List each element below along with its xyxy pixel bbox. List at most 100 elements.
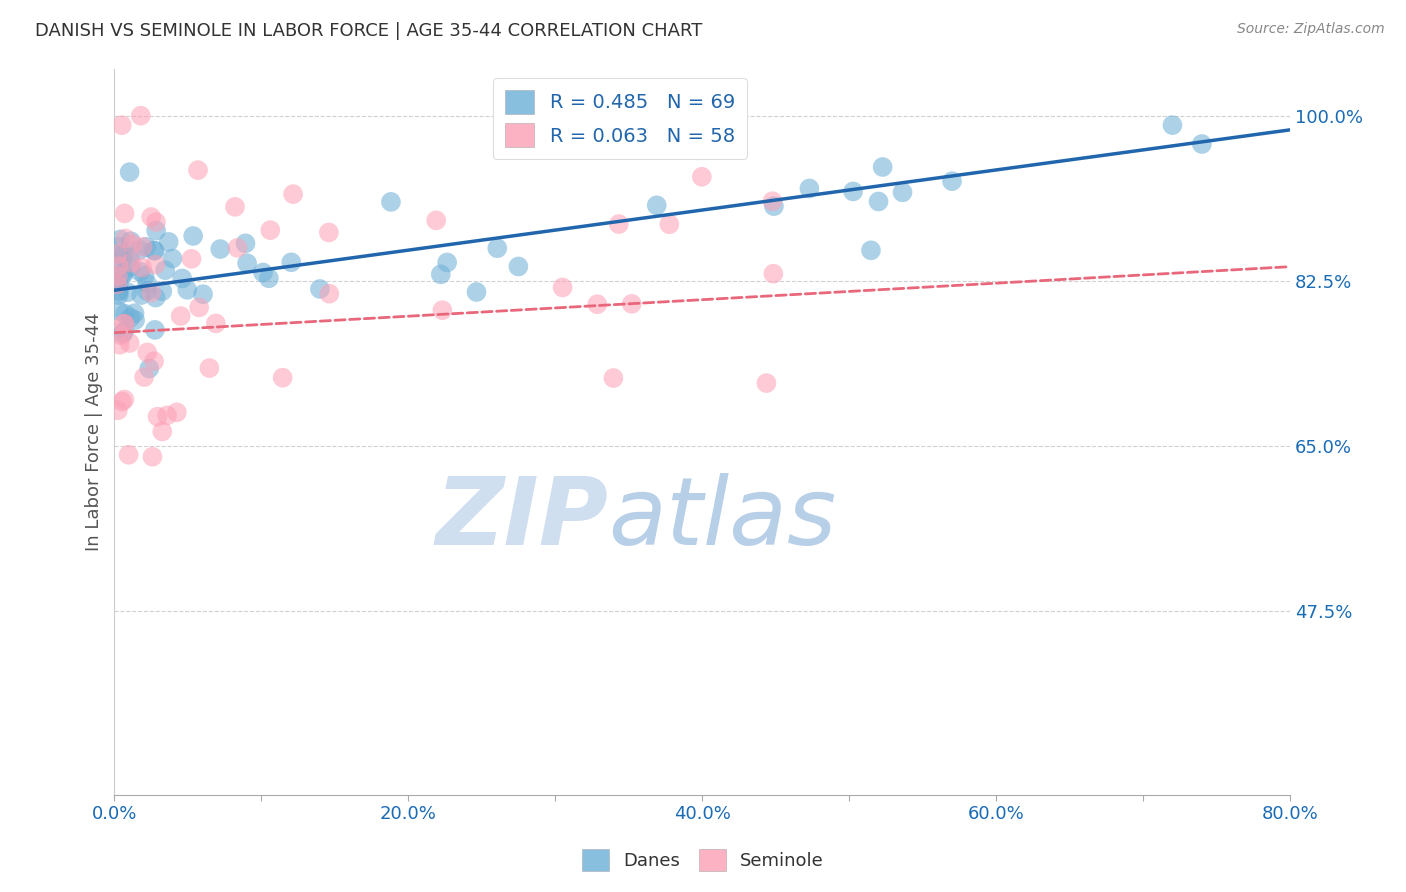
Point bbox=[762, 267, 785, 281]
Point bbox=[432, 303, 454, 318]
Point bbox=[129, 288, 152, 302]
Point bbox=[146, 409, 169, 424]
Point bbox=[120, 234, 142, 248]
Text: ZIP: ZIP bbox=[436, 473, 609, 565]
Point bbox=[108, 285, 131, 299]
Point bbox=[602, 371, 624, 385]
Point bbox=[118, 250, 141, 264]
Point bbox=[121, 237, 143, 252]
Point bbox=[204, 317, 226, 331]
Point bbox=[191, 287, 214, 301]
Point bbox=[842, 185, 865, 199]
Point bbox=[1191, 136, 1213, 151]
Point bbox=[124, 306, 146, 320]
Point bbox=[114, 206, 136, 220]
Point bbox=[108, 259, 131, 273]
Point bbox=[150, 425, 173, 439]
Point bbox=[111, 326, 134, 341]
Point bbox=[607, 217, 630, 231]
Point bbox=[380, 194, 402, 209]
Point bbox=[259, 223, 281, 237]
Point bbox=[868, 194, 890, 209]
Point bbox=[117, 448, 139, 462]
Point bbox=[135, 284, 157, 298]
Point bbox=[187, 163, 209, 178]
Point bbox=[224, 200, 246, 214]
Point bbox=[112, 324, 135, 338]
Point bbox=[141, 450, 163, 464]
Point bbox=[872, 160, 894, 174]
Point bbox=[145, 223, 167, 237]
Point bbox=[111, 394, 134, 409]
Point bbox=[136, 345, 159, 359]
Point bbox=[181, 229, 204, 244]
Point bbox=[108, 240, 131, 254]
Point bbox=[143, 323, 166, 337]
Point bbox=[111, 248, 134, 262]
Point bbox=[108, 284, 131, 298]
Point bbox=[143, 354, 166, 368]
Point bbox=[118, 336, 141, 351]
Point bbox=[111, 252, 134, 267]
Point bbox=[112, 266, 135, 280]
Point bbox=[157, 235, 180, 249]
Point bbox=[143, 244, 166, 258]
Point bbox=[110, 328, 132, 343]
Point bbox=[108, 232, 131, 246]
Point bbox=[799, 181, 821, 195]
Point bbox=[120, 256, 142, 270]
Point bbox=[128, 243, 150, 257]
Point bbox=[309, 282, 332, 296]
Point bbox=[120, 260, 142, 274]
Point bbox=[105, 277, 128, 292]
Point bbox=[107, 268, 129, 283]
Text: atlas: atlas bbox=[609, 474, 837, 565]
Point bbox=[166, 405, 188, 419]
Point bbox=[129, 265, 152, 279]
Point bbox=[172, 271, 194, 285]
Point bbox=[120, 310, 142, 325]
Point bbox=[486, 241, 509, 255]
Point bbox=[143, 244, 166, 258]
Point bbox=[425, 213, 447, 227]
Point bbox=[236, 256, 259, 270]
Point bbox=[281, 187, 304, 202]
Point bbox=[110, 267, 132, 281]
Point bbox=[118, 165, 141, 179]
Point bbox=[112, 250, 135, 264]
Point bbox=[141, 285, 163, 300]
Point bbox=[188, 301, 211, 315]
Point bbox=[114, 231, 136, 245]
Point bbox=[551, 280, 574, 294]
Point bbox=[436, 255, 458, 269]
Point bbox=[508, 260, 530, 274]
Point bbox=[135, 240, 157, 254]
Point bbox=[107, 403, 129, 417]
Point bbox=[941, 174, 963, 188]
Point bbox=[1161, 118, 1184, 132]
Point bbox=[156, 409, 179, 423]
Point bbox=[645, 198, 668, 212]
Point bbox=[209, 242, 232, 256]
Point bbox=[105, 247, 128, 261]
Point bbox=[114, 317, 136, 331]
Point bbox=[318, 286, 340, 301]
Point bbox=[586, 297, 609, 311]
Point bbox=[280, 255, 302, 269]
Point bbox=[111, 118, 134, 132]
Point bbox=[136, 277, 159, 291]
Point bbox=[235, 236, 257, 251]
Point bbox=[271, 370, 294, 384]
Point bbox=[620, 297, 643, 311]
Point bbox=[108, 304, 131, 318]
Y-axis label: In Labor Force | Age 35-44: In Labor Force | Age 35-44 bbox=[86, 312, 103, 551]
Point bbox=[465, 285, 488, 299]
Point bbox=[755, 376, 778, 390]
Point bbox=[108, 337, 131, 351]
Point bbox=[761, 194, 783, 209]
Point bbox=[318, 226, 340, 240]
Point bbox=[170, 309, 193, 323]
Point bbox=[131, 260, 153, 275]
Point bbox=[226, 241, 249, 255]
Point bbox=[134, 370, 156, 384]
